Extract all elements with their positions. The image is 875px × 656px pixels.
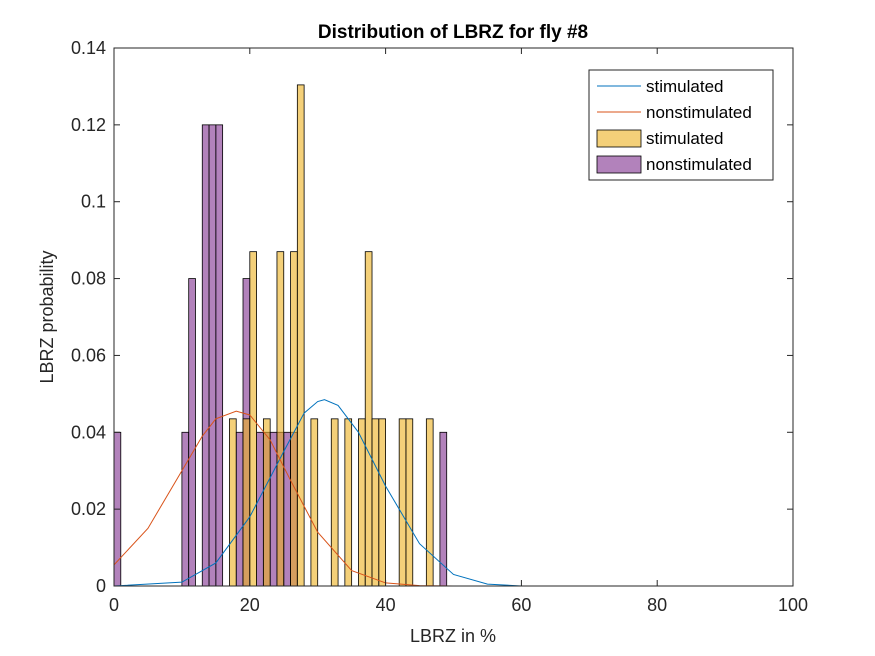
legend-label: stimulated (646, 129, 723, 148)
histogram-bar-stimulated (378, 418, 386, 587)
histogram-bar-stimulated (398, 418, 407, 587)
x-tick-label: 80 (647, 595, 667, 615)
y-tick-label: 0 (96, 576, 106, 596)
x-tick-label: 60 (511, 595, 531, 615)
y-tick-label: 0.12 (71, 115, 106, 135)
legend-patch-swatch (596, 155, 642, 174)
histogram-bar-nonstimulated (215, 124, 224, 587)
curve-stimulated (113, 399, 793, 587)
y-axis-label: LBRZ probability (37, 250, 57, 383)
histogram-bar-nonstimulated (283, 431, 291, 587)
histogram-bar-nonstimulated (256, 431, 264, 587)
y-tick-label: 0.04 (71, 422, 106, 442)
legend-patch-swatch (596, 129, 642, 148)
plot-axes-box (113, 47, 794, 587)
histogram-bar-stimulated (310, 418, 319, 587)
histogram-bar-stimulated (330, 418, 339, 587)
y-tick-label: 0.02 (71, 499, 106, 519)
histogram-bar-stimulated (296, 84, 305, 587)
y-tick-label: 0.06 (71, 345, 106, 365)
axis-ticks: 0 20 40 60 80 100 0 0.02 0.04 0.06 0.08 0.1 0.12 0.14 (71, 38, 808, 615)
histogram-bar-stimulated (344, 418, 353, 587)
histogram-bar-stimulated (276, 251, 285, 587)
histogram-bar-stimulated (262, 418, 271, 587)
histogram-bar-nonstimulated (269, 431, 278, 587)
fit-curves (113, 399, 793, 587)
x-tick-label: 0 (109, 595, 119, 615)
chart-title: Distribution of LBRZ for fly #8 (318, 22, 588, 43)
histogram-bar-nonstimulated (181, 431, 190, 587)
histogram-bar-stimulated (405, 418, 414, 587)
histogram-bar-nonstimulated (201, 124, 210, 587)
histogram-bar-nonstimulated (208, 124, 217, 587)
x-tick-label: 20 (240, 595, 260, 615)
y-tick-label: 0.1 (81, 192, 106, 212)
histogram-bar-stimulated (229, 418, 237, 587)
histogram-bar-nonstimulated (188, 278, 196, 587)
x-tick-label: 40 (376, 595, 396, 615)
histogram-bar-stimulated (242, 418, 251, 587)
legend-label: nonstimulated (646, 103, 752, 122)
histogram-bar-stimulated (364, 251, 373, 587)
x-axis-label: LBRZ in % (410, 626, 496, 646)
curve-nonstimulated (113, 410, 793, 587)
legend-label: nonstimulated (646, 155, 752, 174)
y-tick-label: 0.14 (71, 38, 106, 58)
x-tick-label: 100 (778, 595, 808, 615)
histogram-bar-stimulated (290, 251, 298, 587)
y-tick-label: 0.08 (71, 269, 106, 289)
histogram-bar-nonstimulated (235, 431, 244, 587)
legend-label: stimulated (646, 77, 723, 96)
histogram-bar-stimulated (425, 418, 434, 587)
histogram-bar-stimulated (371, 418, 380, 587)
legend: stimulated nonstimulated stimulated nonstim… (588, 69, 774, 181)
